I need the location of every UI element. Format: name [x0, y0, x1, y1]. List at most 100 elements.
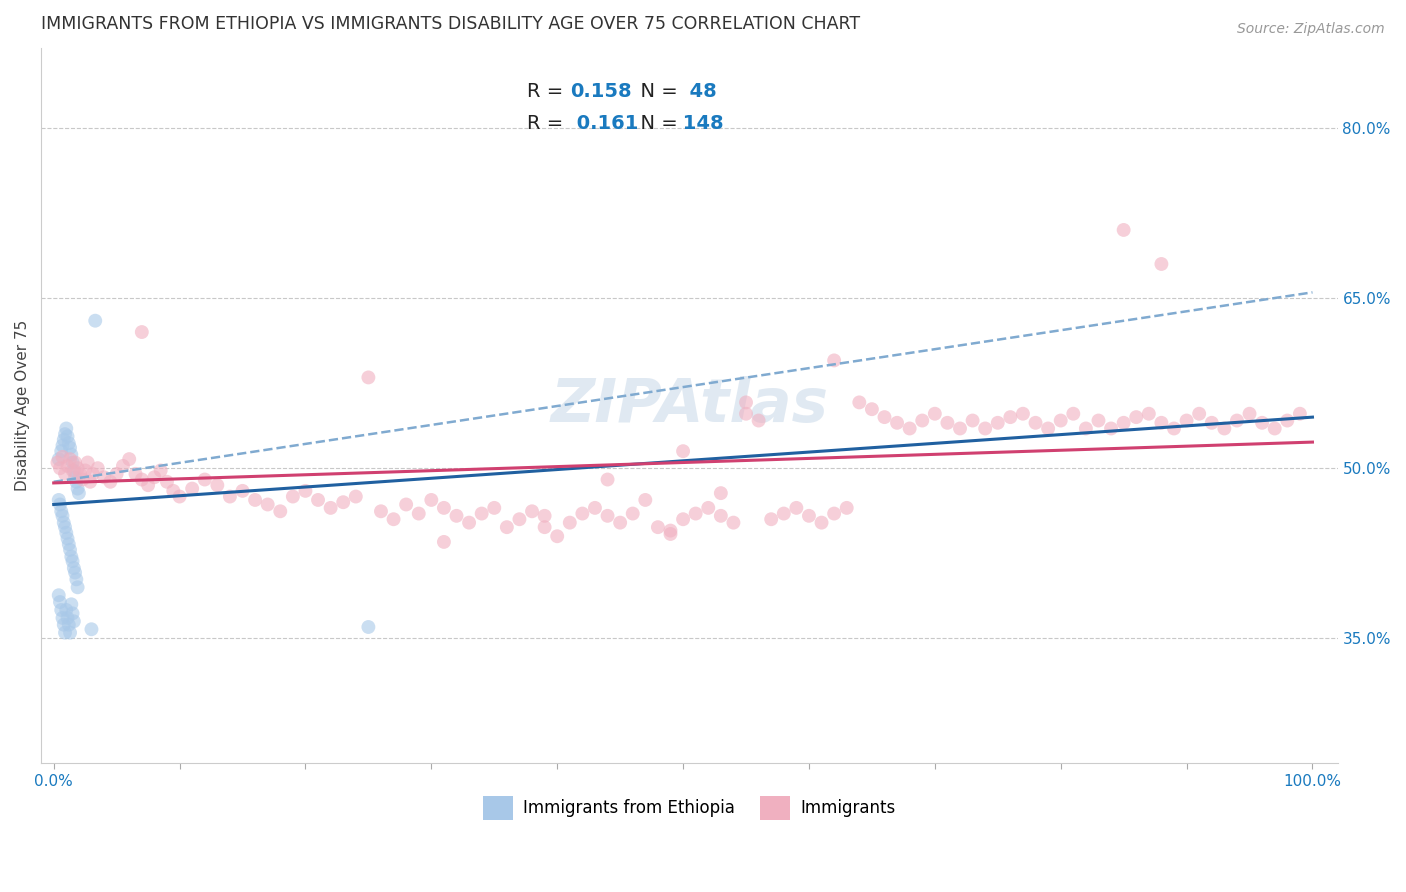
Point — [98, 475, 121, 489]
Point — [75, 463, 97, 477]
Point — [53, 427, 76, 442]
Point — [49, 595, 72, 609]
Point — [307, 492, 329, 507]
Point — [823, 353, 845, 368]
Point — [735, 407, 758, 421]
Point — [710, 508, 733, 523]
Point — [735, 395, 758, 409]
Point — [62, 607, 84, 621]
Point — [508, 512, 530, 526]
Point — [294, 483, 316, 498]
Point — [87, 461, 110, 475]
Point — [484, 500, 506, 515]
Point — [446, 508, 468, 523]
Point — [124, 467, 146, 481]
Point — [672, 444, 695, 458]
Point — [143, 470, 166, 484]
Point — [56, 458, 79, 473]
Point — [48, 452, 70, 467]
Point — [52, 617, 75, 632]
Point — [357, 370, 380, 384]
Point — [219, 490, 242, 504]
Point — [546, 529, 568, 543]
Point — [1175, 413, 1198, 427]
Point — [659, 527, 682, 541]
Point — [51, 611, 73, 625]
Point — [697, 500, 720, 515]
Point — [785, 500, 807, 515]
Point — [898, 421, 921, 435]
Text: IMMIGRANTS FROM ETHIOPIA VS IMMIGRANTS DISABILITY AGE OVER 75 CORRELATION CHART: IMMIGRANTS FROM ETHIOPIA VS IMMIGRANTS D… — [41, 15, 860, 33]
Point — [231, 483, 253, 498]
Point — [1150, 416, 1173, 430]
Point — [1289, 407, 1312, 421]
Point — [52, 516, 75, 530]
Point — [63, 615, 86, 629]
Point — [56, 611, 79, 625]
Point — [860, 402, 883, 417]
Point — [52, 433, 75, 447]
Point — [51, 444, 73, 458]
Point — [51, 603, 73, 617]
Point — [269, 504, 291, 518]
Point — [59, 452, 82, 467]
Point — [634, 492, 657, 507]
Point — [1099, 421, 1122, 435]
Point — [1125, 410, 1147, 425]
Point — [1188, 407, 1211, 421]
Point — [1036, 421, 1059, 435]
Point — [974, 421, 997, 435]
Point — [67, 486, 90, 500]
Point — [51, 504, 73, 518]
Point — [76, 456, 98, 470]
Point — [63, 470, 86, 484]
Point — [1074, 421, 1097, 435]
Point — [471, 507, 494, 521]
Point — [1137, 407, 1160, 421]
Point — [56, 429, 79, 443]
Point — [207, 478, 229, 492]
Point — [962, 413, 984, 427]
Point — [1049, 413, 1071, 427]
Point — [55, 421, 77, 435]
Point — [66, 580, 89, 594]
Point — [59, 441, 82, 455]
Point — [408, 507, 430, 521]
Point — [62, 554, 84, 568]
Point — [51, 508, 73, 523]
Point — [823, 507, 845, 521]
Point — [433, 500, 456, 515]
Point — [621, 507, 644, 521]
Point — [1112, 223, 1135, 237]
Text: 0.161: 0.161 — [569, 114, 638, 133]
Point — [1087, 413, 1109, 427]
Point — [51, 438, 73, 452]
Point — [571, 507, 593, 521]
Point — [53, 520, 76, 534]
Point — [46, 456, 69, 470]
Point — [382, 512, 405, 526]
Point — [131, 473, 153, 487]
Point — [797, 508, 820, 523]
Point — [63, 561, 86, 575]
Point — [1226, 413, 1249, 427]
Point — [58, 617, 80, 632]
Point — [1012, 407, 1035, 421]
Point — [194, 473, 217, 487]
Point — [583, 500, 606, 515]
Point — [66, 461, 89, 475]
Point — [772, 507, 794, 521]
Point — [156, 475, 179, 489]
Point — [848, 395, 870, 409]
Point — [1264, 421, 1286, 435]
Point — [65, 475, 87, 489]
Point — [1277, 413, 1299, 427]
Point — [256, 498, 278, 512]
Point — [1239, 407, 1261, 421]
Point — [1025, 416, 1047, 430]
Point — [672, 512, 695, 526]
Point — [395, 498, 418, 512]
Point — [111, 458, 134, 473]
Point — [48, 492, 70, 507]
Point — [72, 473, 94, 487]
